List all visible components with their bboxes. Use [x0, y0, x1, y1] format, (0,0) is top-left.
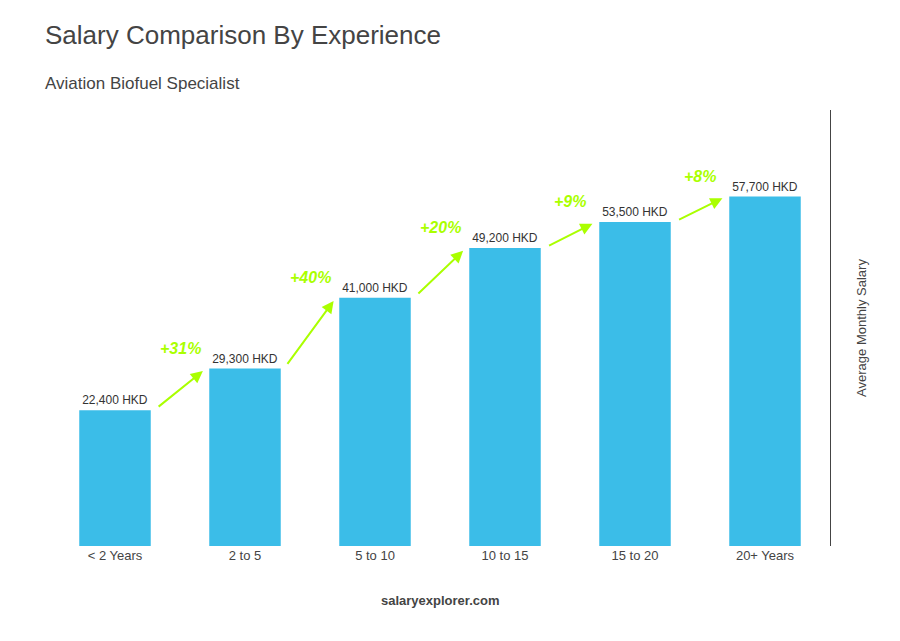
svg-text:10 to 15: 10 to 15	[482, 548, 529, 563]
svg-text:53,500 HKD: 53,500 HKD	[602, 205, 668, 219]
svg-text:22,400 HKD: 22,400 HKD	[82, 393, 148, 407]
svg-text:Aviation Biofuel Specialist: Aviation Biofuel Specialist	[45, 74, 240, 93]
svg-text:Average Monthly Salary: Average Monthly Salary	[854, 259, 869, 397]
svg-text:57,700 HKD: 57,700 HKD	[732, 180, 798, 194]
svg-text:+20%: +20%	[420, 219, 461, 236]
svg-text:+8%: +8%	[684, 168, 716, 185]
svg-text:+31%: +31%	[160, 340, 201, 357]
svg-text:49,200 HKD: 49,200 HKD	[472, 231, 538, 245]
svg-text:2 to 5: 2 to 5	[229, 548, 262, 563]
svg-text:+9%: +9%	[554, 193, 586, 210]
svg-text:5 to 10: 5 to 10	[355, 548, 395, 563]
svg-text:+40%: +40%	[290, 269, 331, 286]
svg-text:20+ Years: 20+ Years	[736, 548, 795, 563]
svg-text:< 2 Years: < 2 Years	[88, 548, 143, 563]
svg-text:41,000 HKD: 41,000 HKD	[342, 281, 408, 295]
svg-text:Salary Comparison By Experienc: Salary Comparison By Experience	[45, 20, 441, 50]
svg-text:15 to 20: 15 to 20	[612, 548, 659, 563]
svg-text:29,300 HKD: 29,300 HKD	[212, 352, 278, 366]
svg-text:salaryexplorer.com: salaryexplorer.com	[381, 593, 500, 608]
